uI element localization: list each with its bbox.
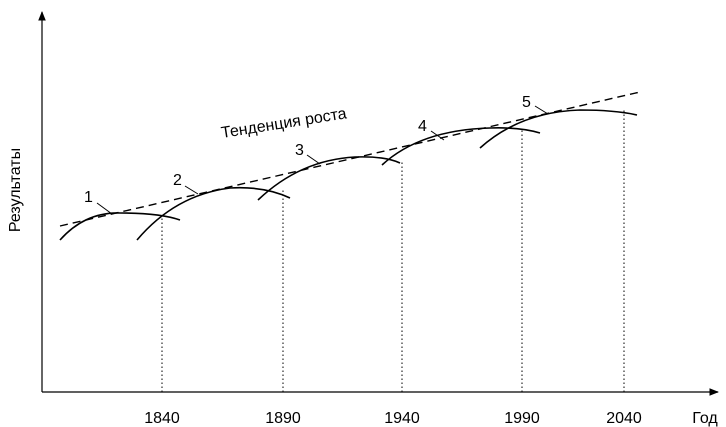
curve-label: 5 bbox=[522, 94, 531, 111]
x-axis-label: Год bbox=[692, 410, 718, 427]
x-tick-label: 1840 bbox=[144, 410, 180, 427]
leaders bbox=[96, 105, 549, 215]
x-tick-label: 2040 bbox=[606, 410, 642, 427]
curve-label: 4 bbox=[418, 118, 427, 135]
x-tick-label: 1890 bbox=[265, 410, 301, 427]
dotted-lines bbox=[161, 110, 625, 392]
x-tick-label: 1940 bbox=[384, 410, 420, 427]
curve-label: 1 bbox=[84, 189, 93, 206]
curve-label: 2 bbox=[173, 172, 182, 189]
x-tick-label: 1990 bbox=[504, 410, 540, 427]
trend-label: Тенденция роста bbox=[220, 105, 348, 142]
y-axis-label: Результаты bbox=[7, 148, 24, 232]
curve-label: 3 bbox=[295, 142, 304, 159]
waves bbox=[59, 109, 638, 241]
